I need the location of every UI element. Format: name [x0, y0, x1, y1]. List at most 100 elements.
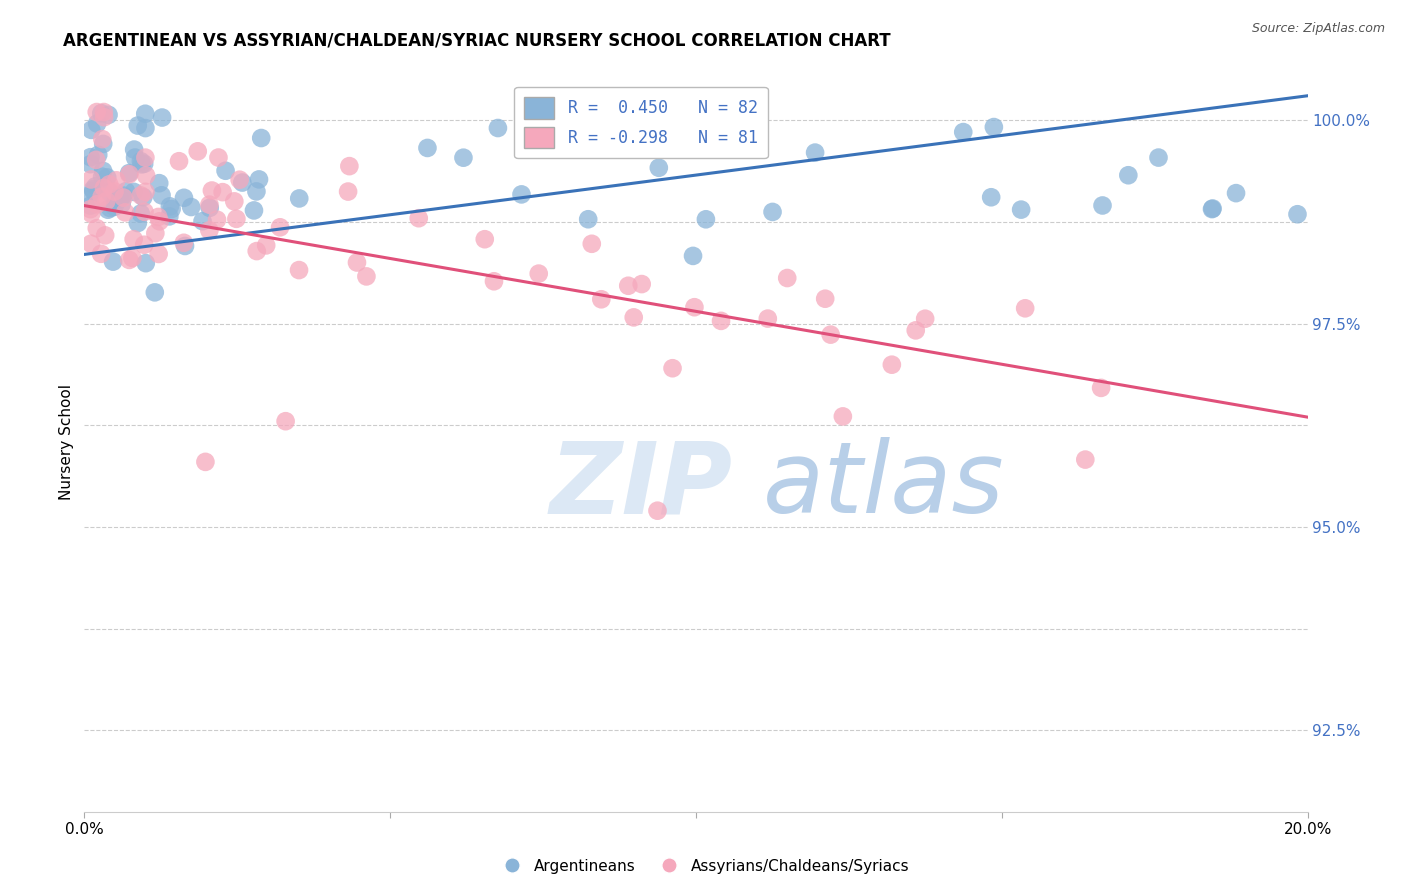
Point	[82, 184, 104, 198]
Point	[79, 150, 101, 164]
Point	[112, 188, 135, 202]
Point	[416, 141, 439, 155]
Point	[356, 269, 378, 284]
Point	[804, 145, 827, 160]
Point	[86, 221, 108, 235]
Legend: Argentineans, Assyrians/Chaldeans/Syriacs: Argentineans, Assyrians/Chaldeans/Syriac…	[491, 853, 915, 880]
Point	[761, 205, 783, 219]
Point	[84, 179, 107, 194]
Point	[269, 220, 291, 235]
Point	[108, 192, 131, 206]
Point	[346, 255, 368, 269]
Point	[224, 194, 246, 209]
Point	[114, 205, 136, 219]
Point	[228, 172, 250, 186]
Point	[776, 271, 799, 285]
Point	[122, 143, 145, 157]
Point	[831, 409, 853, 424]
Point	[115, 184, 138, 198]
Point	[820, 327, 842, 342]
Point	[167, 154, 190, 169]
Point	[555, 109, 578, 123]
Point	[135, 169, 157, 183]
Point	[952, 125, 974, 139]
Point	[135, 256, 157, 270]
Point	[243, 203, 266, 218]
Point	[1014, 301, 1036, 316]
Text: ZIP: ZIP	[550, 437, 733, 534]
Point	[108, 192, 131, 206]
Point	[576, 212, 599, 227]
Point	[118, 166, 141, 180]
Point	[105, 173, 128, 187]
Point	[647, 504, 669, 518]
Point	[337, 185, 360, 199]
Point	[150, 111, 173, 125]
Point	[214, 163, 236, 178]
Point	[129, 188, 152, 202]
Point	[756, 311, 779, 326]
Point	[97, 108, 120, 122]
Point	[91, 164, 114, 178]
Point	[1201, 202, 1223, 216]
Point	[98, 178, 121, 192]
Point	[623, 310, 645, 325]
Point	[143, 285, 166, 300]
Point	[201, 184, 224, 198]
Point	[98, 201, 121, 215]
Point	[98, 185, 121, 199]
Point	[205, 212, 228, 227]
Point	[91, 132, 114, 146]
Point	[581, 236, 603, 251]
Point	[148, 210, 170, 224]
Point	[187, 145, 209, 159]
Point	[198, 201, 221, 215]
Point	[90, 189, 112, 203]
Point	[91, 136, 114, 151]
Point	[288, 191, 311, 205]
Point	[86, 197, 108, 211]
Point	[173, 235, 195, 250]
Point	[1118, 168, 1140, 182]
Point	[591, 293, 613, 307]
Point	[207, 151, 229, 165]
Point	[814, 292, 837, 306]
Point	[86, 105, 108, 120]
Text: ARGENTINEAN VS ASSYRIAN/CHALDEAN/SYRIAC NURSERY SCHOOL CORRELATION CHART: ARGENTINEAN VS ASSYRIAN/CHALDEAN/SYRIAC …	[63, 31, 891, 49]
Point	[80, 123, 103, 137]
Point	[84, 153, 107, 167]
Point	[254, 238, 277, 252]
Point	[980, 190, 1002, 204]
Point	[288, 263, 311, 277]
Point	[231, 176, 253, 190]
Point	[134, 204, 156, 219]
Point	[148, 214, 170, 228]
Point	[127, 119, 149, 133]
Point	[695, 212, 717, 227]
Point	[983, 120, 1005, 134]
Point	[150, 188, 173, 202]
Point	[87, 148, 110, 162]
Point	[80, 172, 103, 186]
Point	[682, 249, 704, 263]
Point	[246, 244, 269, 258]
Point	[93, 181, 115, 195]
Point	[198, 197, 221, 211]
Point	[1147, 151, 1170, 165]
Point	[661, 361, 683, 376]
Point	[174, 239, 197, 253]
Point	[103, 200, 125, 214]
Point	[198, 223, 221, 237]
Point	[134, 107, 156, 121]
Point	[683, 300, 706, 314]
Point	[180, 200, 202, 214]
Point	[79, 157, 101, 171]
Point	[486, 121, 509, 136]
Point	[247, 172, 270, 186]
Point	[630, 277, 652, 291]
Point	[225, 211, 247, 226]
Point	[94, 228, 117, 243]
Point	[173, 191, 195, 205]
Point	[101, 254, 124, 268]
Point	[134, 237, 156, 252]
